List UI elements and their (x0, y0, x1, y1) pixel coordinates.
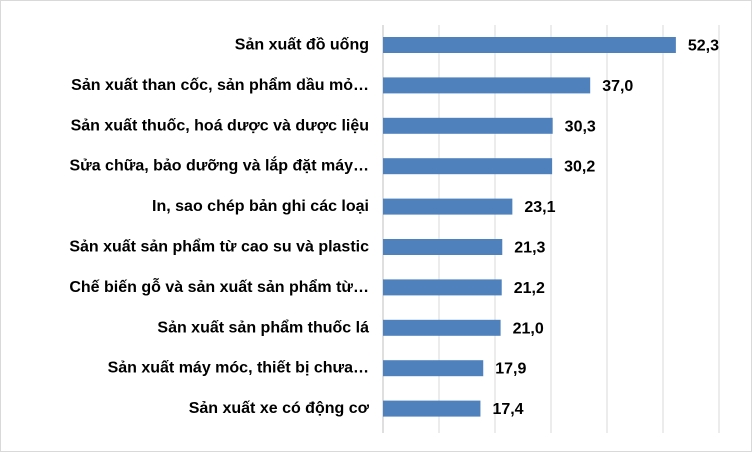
bar (383, 400, 481, 417)
data-label: 30,3 (565, 118, 596, 135)
category-label: Sản xuất máy móc, thiết bị chưa… (108, 360, 369, 377)
data-label: 17,4 (492, 401, 523, 418)
data-label: 52,3 (688, 38, 719, 55)
category-label: In, sao chép bản ghi các loại (152, 198, 369, 215)
category-labels: Sản xuất đồ uống Sản xuất than cốc, sản p… (69, 37, 369, 418)
data-label: 23,1 (524, 199, 555, 216)
data-labels: 52,3 37,0 30,3 30,2 23,1 21,3 21,2 21,0 17,9 17,4 (492, 38, 719, 419)
data-label: 21,2 (514, 280, 545, 297)
data-label: 30,2 (564, 159, 595, 176)
category-label: Sản xuất đồ uống (235, 37, 369, 54)
category-label: Sản xuất sản phẩm từ cao su và plastic (69, 238, 369, 256)
bar (383, 77, 591, 94)
bars (383, 37, 676, 417)
data-label: 37,0 (602, 78, 633, 95)
data-label: 21,3 (514, 240, 545, 257)
bar (383, 279, 502, 296)
bar (383, 239, 503, 255)
category-label: Sản xuất thuốc, hoá dược và dược liệu (71, 117, 369, 134)
bar (383, 198, 513, 215)
bar (383, 37, 676, 53)
category-label: Sản xuất xe có động cơ (189, 400, 370, 417)
bar (383, 319, 501, 336)
category-label: Chế biến gỗ và sản xuất sản phẩm từ… (69, 277, 369, 296)
data-label: 21,0 (513, 320, 544, 337)
category-label: Sửa chữa, bảo dưỡng và lắp đặt máy… (69, 156, 369, 175)
bar (383, 360, 484, 377)
data-label: 17,9 (495, 361, 526, 378)
bar (383, 158, 553, 175)
category-label: Sản xuất sản phẩm thuốc lá (157, 318, 369, 336)
category-label: Sản xuất than cốc, sản phẩm dầu mỏ… (71, 76, 369, 94)
bar (383, 117, 553, 134)
